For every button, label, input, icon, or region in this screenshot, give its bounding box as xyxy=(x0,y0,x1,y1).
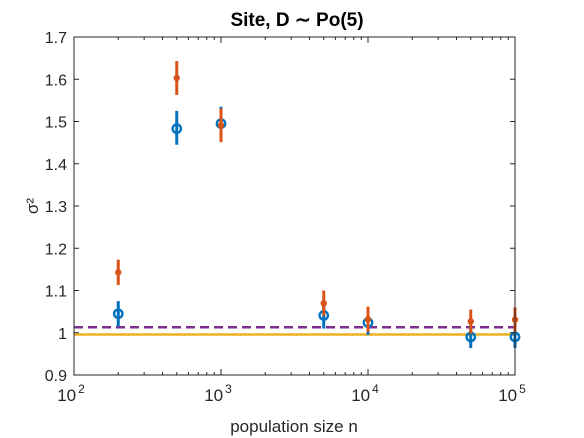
data-point-s1-p1 xyxy=(173,74,180,82)
x-tick-label-2: 10 4 xyxy=(351,382,379,405)
y-tick-label-4: 1.3 xyxy=(45,199,67,216)
data-point-s0-p1 xyxy=(171,123,183,135)
reference-lines xyxy=(74,326,515,336)
plot-area xyxy=(74,37,515,375)
y-tick-label-6: 1.5 xyxy=(45,115,67,132)
data-point-s1-p0 xyxy=(115,269,122,276)
x-tick-label-1: 10 3 xyxy=(204,382,232,405)
data-point-s1-p4 xyxy=(364,316,372,323)
y-tick-label-8: 1.7 xyxy=(45,30,67,47)
y-tick-label-0: 0.9 xyxy=(45,368,67,385)
data-point-s0-p0 xyxy=(112,308,124,320)
y-tick-label-1: 1 xyxy=(58,326,67,343)
data-point-s1-p3 xyxy=(320,299,327,307)
x-tick-label-3: 10 5 xyxy=(498,382,526,405)
y-tick-label-3: 1.2 xyxy=(45,241,67,258)
x-axis-label: population size n xyxy=(230,417,358,436)
data-point-s1-p2 xyxy=(217,122,225,129)
y-tick-label-5: 1.4 xyxy=(45,157,67,174)
y-tick-label-7: 1.6 xyxy=(45,72,67,89)
axis-ticks: 0.9 1 1.1 1.2 1.3 1.4 1.5 1.6 1.7 10 2 10 3 10 4 10 5 xyxy=(45,30,526,405)
y-axis-label: σ² xyxy=(23,198,42,214)
data-point-s1-p5 xyxy=(467,318,474,325)
chart-title: Site, D ∼ Po(5) xyxy=(230,10,363,31)
y-tick-label-2: 1.1 xyxy=(45,284,67,301)
x-tick-label-0: 10 2 xyxy=(57,382,85,405)
